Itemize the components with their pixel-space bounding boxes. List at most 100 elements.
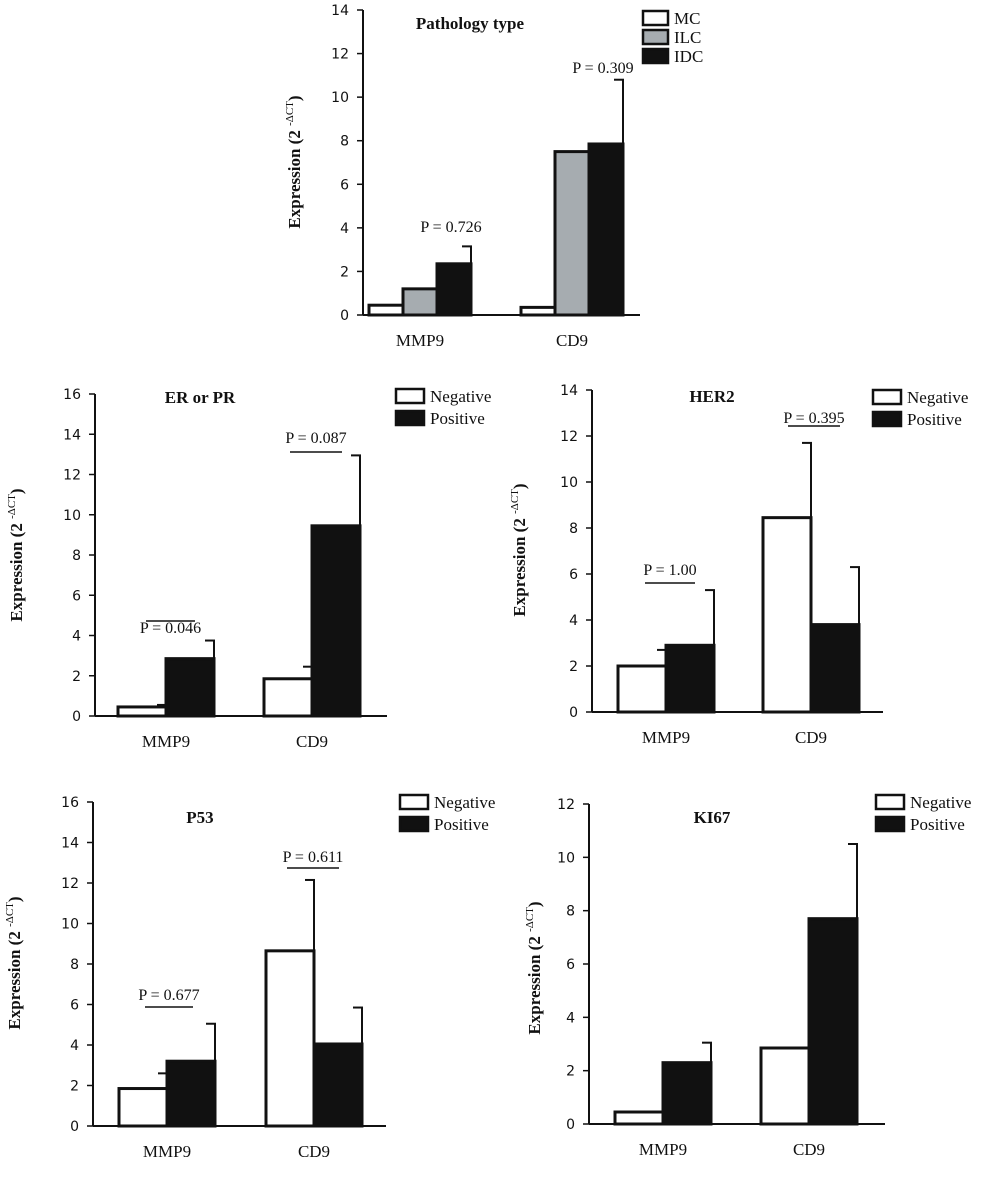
x-category-label: CD9	[795, 728, 827, 747]
bar-negative-mmp9	[116, 705, 168, 718]
legend-label: Positive	[907, 410, 962, 429]
legend-swatch	[398, 793, 430, 811]
chart-panel-4: 0 2 4 6 8 10 12 MMP9 CD9 KI67 Expression (2 -ΔCT) N…	[524, 793, 971, 1159]
legend-label: ILC	[674, 28, 701, 47]
x-category-label: MMP9	[639, 1140, 687, 1159]
bar-mc-cd9	[519, 305, 557, 317]
bar-negative-mmp9	[117, 1087, 169, 1128]
y-tick-label: 2	[566, 1064, 575, 1080]
y-tick-label: 8	[569, 521, 578, 537]
chart-title: P53	[186, 808, 213, 827]
x-category-label: MMP9	[642, 728, 690, 747]
legend-swatch	[398, 815, 430, 833]
bar-negative-cd9	[262, 677, 314, 718]
legend-label: Negative	[430, 387, 491, 406]
p-value-label: P = 1.00	[643, 562, 696, 579]
y-tick-label: 10	[557, 850, 575, 866]
y-tick-label: 14	[560, 383, 578, 399]
p-value-label: P = 0.726	[420, 219, 481, 236]
y-tick-label: 2	[72, 669, 81, 685]
x-category-label: CD9	[298, 1142, 330, 1161]
legend-label: Negative	[434, 793, 495, 812]
y-tick-label: 8	[340, 134, 349, 150]
bar-mc-mmp9	[367, 303, 405, 317]
y-tick-label: 2	[569, 659, 578, 675]
x-category-label: CD9	[296, 732, 328, 751]
legend-label: Positive	[910, 815, 965, 834]
chart-panel-3: 0 2 4 6 8 10 12 14 16 MMP9 CD9 P53 Expression (2 -ΔC…	[4, 793, 495, 1161]
chart-title: ER or PR	[165, 388, 236, 407]
p-value-label: P = 0.087	[285, 430, 346, 447]
y-tick-label: 8	[70, 957, 79, 973]
bar-positive-mmp9	[165, 1059, 217, 1128]
bar-positive-mmp9	[664, 643, 716, 714]
bar-idc-mmp9	[435, 262, 473, 317]
y-tick-label: 12	[331, 47, 349, 63]
y-tick-label: 14	[61, 836, 79, 852]
p-value-label: P = 0.309	[572, 60, 633, 77]
legend-label: Negative	[910, 793, 971, 812]
legend-label: Negative	[907, 388, 968, 407]
y-tick-label: 12	[557, 797, 575, 813]
y-tick-label: 10	[63, 508, 81, 524]
bar-positive-cd9	[310, 524, 362, 718]
bar-positive-cd9	[807, 917, 859, 1126]
chart-title: HER2	[689, 387, 734, 406]
legend-swatch	[641, 28, 670, 46]
legend-swatch	[871, 388, 903, 406]
bar-negative-mmp9	[616, 664, 668, 714]
y-tick-label: 10	[331, 90, 349, 106]
y-tick-label: 16	[63, 387, 81, 403]
bar-ilc-cd9	[553, 150, 591, 317]
y-tick-label: 6	[569, 567, 578, 583]
chart-title: Pathology type	[416, 14, 525, 33]
y-tick-label: 4	[70, 1038, 79, 1054]
chart-panel-0: 0 2 4 6 8 10 12 14 MMP9 CD9 Pathology type Expressi…	[284, 3, 703, 350]
p-value-label: P = 0.395	[783, 410, 844, 427]
p-value-label: P = 0.611	[283, 849, 344, 866]
y-tick-label: 14	[331, 3, 349, 19]
legend-swatch	[641, 9, 670, 27]
y-tick-label: 6	[72, 588, 81, 604]
y-tick-label: 12	[63, 468, 81, 484]
y-tick-label: 0	[566, 1117, 575, 1133]
chart-title: KI67	[694, 808, 731, 827]
bar-negative-cd9	[759, 1046, 811, 1126]
y-tick-label: 4	[72, 629, 81, 645]
y-tick-label: 0	[569, 705, 578, 721]
bar-positive-cd9	[312, 1042, 364, 1128]
bar-positive-cd9	[809, 623, 861, 714]
y-tick-label: 10	[560, 475, 578, 491]
y-tick-label: 6	[340, 177, 349, 193]
chart-panel-1: 0 2 4 6 8 10 12 14 16 MMP9 CD9 ER or PR Expression (…	[6, 387, 491, 751]
y-axis-label: Expression (2 -ΔCT)	[524, 901, 544, 1034]
p-value-label: P = 0.046	[140, 620, 201, 637]
y-axis-label: Expression (2 -ΔCT)	[6, 488, 26, 621]
bar-negative-mmp9	[613, 1110, 665, 1126]
legend-label: IDC	[674, 47, 703, 66]
y-tick-label: 0	[340, 308, 349, 324]
y-tick-label: 10	[61, 917, 79, 933]
y-tick-label: 0	[70, 1119, 79, 1135]
bar-negative-cd9	[264, 949, 316, 1128]
bar-positive-mmp9	[661, 1061, 713, 1126]
bar-ilc-mmp9	[401, 287, 439, 317]
bar-positive-mmp9	[164, 657, 216, 718]
bar-idc-cd9	[587, 142, 625, 317]
chart-panel-2: 0 2 4 6 8 10 12 14 MMP9 CD9 HER2 Expression (2 -ΔCT…	[509, 383, 968, 747]
legend-swatch	[874, 793, 906, 811]
y-tick-label: 2	[340, 264, 349, 280]
y-tick-label: 4	[340, 221, 349, 237]
y-tick-label: 0	[72, 709, 81, 725]
y-tick-label: 4	[569, 613, 578, 629]
x-category-label: CD9	[793, 1140, 825, 1159]
x-category-label: MMP9	[396, 331, 444, 350]
y-tick-label: 12	[560, 429, 578, 445]
y-tick-label: 12	[61, 876, 79, 892]
y-axis-label: Expression (2 -ΔCT)	[4, 896, 24, 1029]
legend-swatch	[871, 410, 903, 428]
legend-label: MC	[674, 9, 700, 28]
legend-swatch	[641, 47, 670, 65]
y-tick-label: 4	[566, 1010, 575, 1026]
